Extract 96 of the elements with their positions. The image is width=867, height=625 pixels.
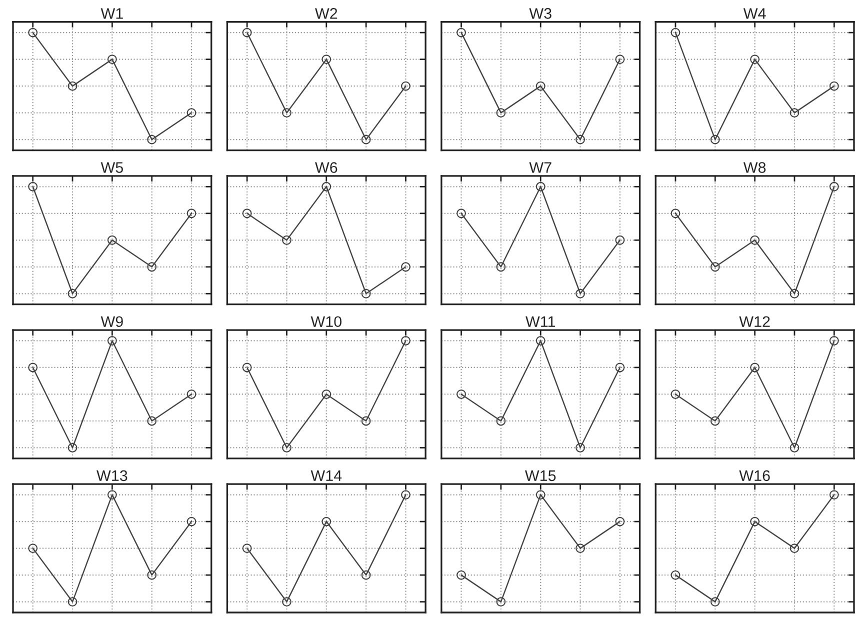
- point: [68, 443, 78, 452]
- point: [68, 81, 78, 91]
- point: [750, 516, 760, 526]
- point: [456, 390, 466, 399]
- point: [615, 235, 625, 245]
- point: [147, 416, 157, 426]
- point: [107, 490, 117, 500]
- point: [710, 262, 720, 272]
- point: [576, 443, 585, 452]
- point: [242, 208, 252, 218]
- point: [242, 544, 252, 554]
- point: [282, 235, 292, 245]
- point: [496, 262, 506, 272]
- chart-title: W13: [96, 470, 128, 482]
- point: [282, 108, 292, 118]
- point: [322, 182, 332, 192]
- point: [282, 597, 292, 607]
- point: [790, 544, 800, 554]
- point: [456, 208, 466, 218]
- point: [68, 288, 78, 298]
- point: [242, 28, 252, 38]
- point: [361, 134, 371, 144]
- point: [750, 362, 760, 372]
- chart-title: W5: [100, 162, 123, 173]
- chart-title: W9: [100, 316, 123, 328]
- point: [576, 288, 585, 298]
- point: [670, 28, 680, 38]
- point: [615, 54, 625, 64]
- point: [615, 362, 625, 372]
- point: [790, 108, 800, 118]
- point: [107, 336, 117, 346]
- chart-title: W16: [739, 470, 770, 482]
- point: [790, 288, 800, 298]
- point: [28, 362, 38, 372]
- point: [710, 597, 720, 607]
- point: [147, 570, 157, 580]
- point: [322, 516, 332, 526]
- chart-title: W12: [739, 316, 770, 327]
- point: [242, 362, 252, 372]
- point: [401, 81, 410, 91]
- point: [282, 443, 292, 452]
- point: [536, 81, 546, 91]
- point: [107, 54, 117, 64]
- point: [361, 570, 371, 580]
- point: [147, 134, 157, 144]
- chart-title: W15: [524, 470, 556, 482]
- point: [496, 108, 506, 118]
- point: [401, 336, 410, 346]
- chart-title: W3: [529, 8, 552, 19]
- chart-title: W1: [100, 8, 123, 19]
- point: [28, 28, 38, 38]
- point: [186, 108, 196, 118]
- point: [496, 597, 506, 607]
- chart-title: W6: [315, 162, 338, 173]
- point: [361, 288, 371, 298]
- chart-title: W10: [310, 316, 342, 328]
- point: [496, 416, 506, 426]
- point: [670, 570, 680, 580]
- chart-title: W8: [743, 162, 766, 173]
- point: [829, 81, 839, 91]
- point: [829, 182, 839, 192]
- point: [710, 416, 720, 426]
- point: [829, 490, 839, 500]
- point: [107, 235, 117, 245]
- chart-title: W2: [315, 8, 338, 19]
- point: [186, 390, 196, 399]
- point: [536, 336, 546, 346]
- point: [401, 262, 410, 272]
- point: [68, 597, 78, 607]
- point: [28, 544, 38, 554]
- point: [829, 336, 839, 346]
- point: [147, 262, 157, 272]
- chart-title: W11: [526, 316, 556, 327]
- chart-title: W14: [310, 470, 342, 481]
- point: [710, 134, 720, 144]
- point: [670, 390, 680, 399]
- chart-title: W4: [743, 8, 766, 19]
- point: [750, 235, 760, 245]
- point: [456, 28, 466, 38]
- point: [576, 544, 585, 554]
- point: [28, 182, 38, 192]
- point: [615, 516, 625, 526]
- point: [361, 416, 371, 426]
- point: [322, 390, 332, 399]
- point: [576, 134, 585, 144]
- point: [670, 208, 680, 218]
- point: [186, 208, 196, 218]
- chart-title: W7: [529, 162, 552, 173]
- point: [322, 54, 332, 64]
- point: [750, 54, 760, 64]
- point: [536, 490, 546, 500]
- point: [456, 570, 466, 580]
- point: [186, 516, 196, 526]
- point: [536, 182, 546, 192]
- point: [401, 490, 410, 500]
- point: [790, 443, 800, 452]
